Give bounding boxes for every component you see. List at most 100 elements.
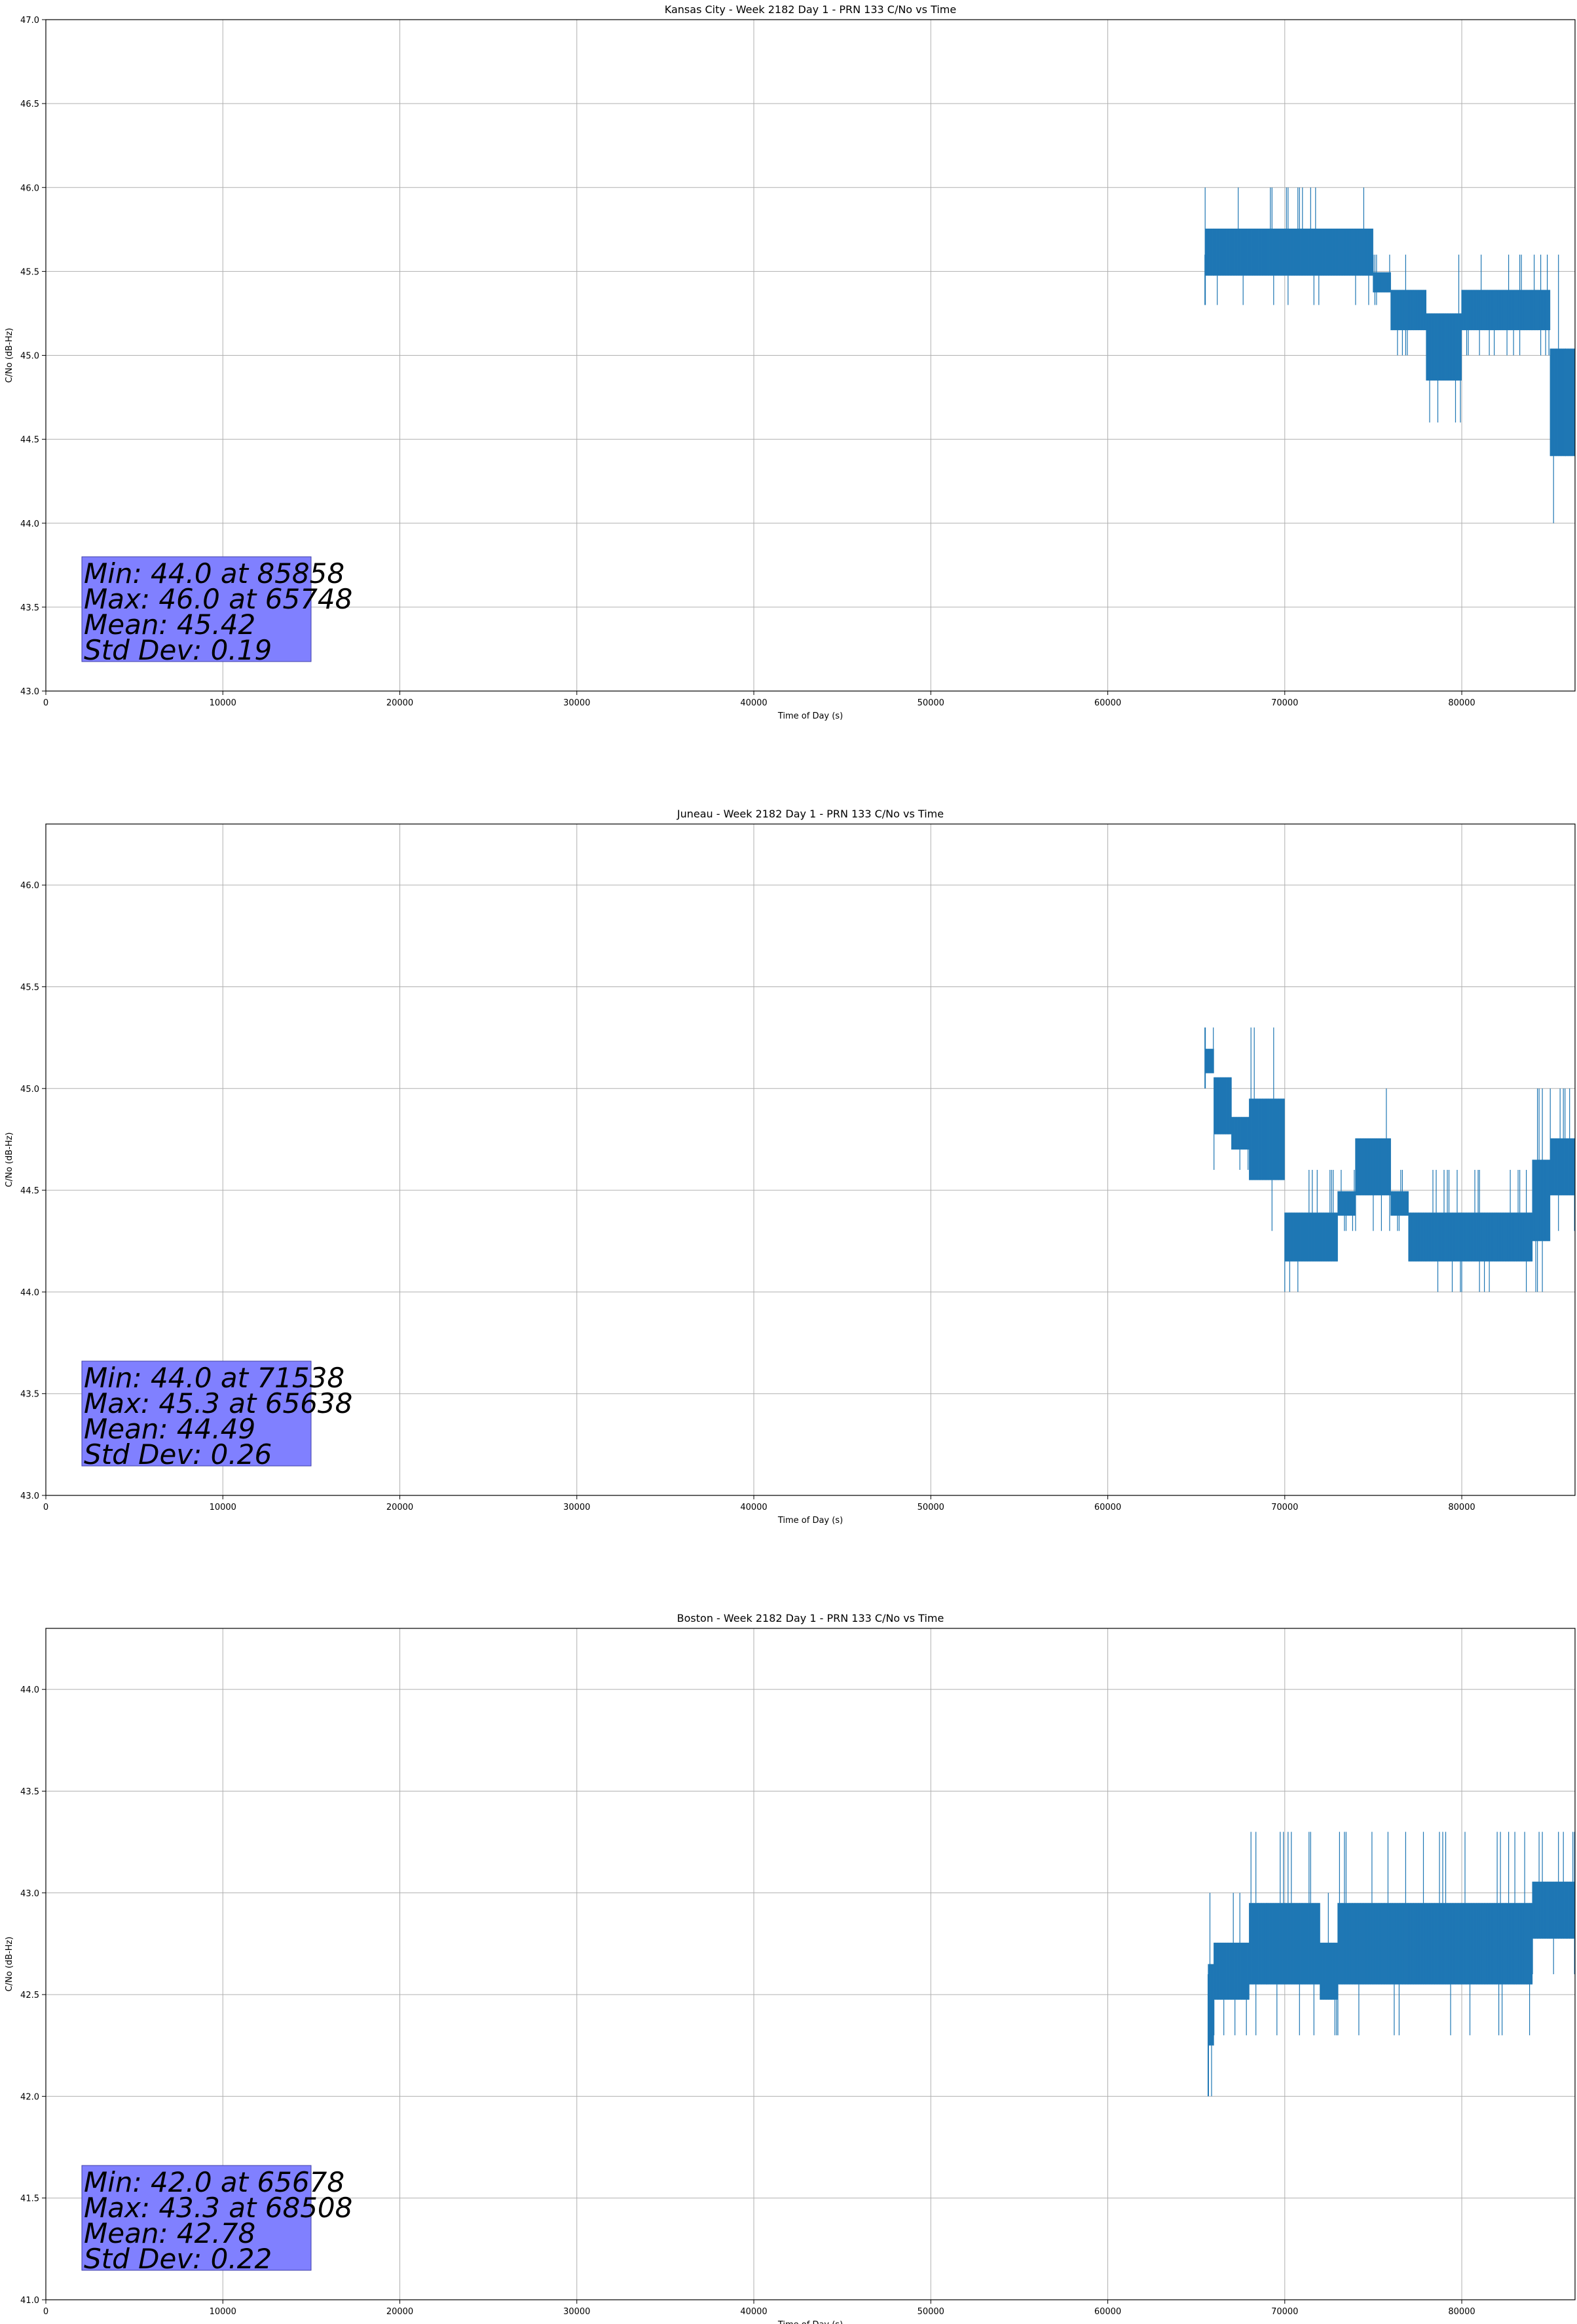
series-line (1204, 187, 1575, 523)
series-spikes (1549, 1831, 1567, 1974)
series-spikes (1267, 1027, 1284, 1231)
y-tick-label: 41.5 (20, 2194, 39, 2204)
x-tick-label: 30000 (563, 2307, 590, 2317)
series-spikes (1567, 1088, 1575, 1231)
series-spikes (1320, 1892, 1337, 2036)
x-tick-label: 10000 (210, 2307, 236, 2317)
y-tick-label: 41.0 (20, 2296, 39, 2306)
series-spikes (1549, 254, 1566, 523)
series-spikes (1532, 1088, 1549, 1292)
series-spikes (1284, 1831, 1302, 2036)
x-tick-label: 20000 (386, 698, 413, 708)
series-spikes (1461, 1831, 1479, 2036)
x-tick-label: 0 (43, 1503, 48, 1512)
chart-panel-2: Juneau - Week 2182 Day 1 - PRN 133 C/No … (5, 808, 1576, 1526)
series-spikes (1426, 1170, 1443, 1292)
x-tick-label: 70000 (1271, 1503, 1298, 1512)
y-tick-label: 42.0 (20, 2092, 39, 2102)
series-spikes (1302, 187, 1320, 305)
series-spikes (1267, 187, 1284, 305)
x-tick-label: 80000 (1448, 698, 1475, 708)
x-tick-label: 10000 (210, 1503, 236, 1512)
x-tick-label: 50000 (918, 1503, 944, 1512)
series-spikes (1284, 187, 1302, 305)
x-axis-label: Time of Day (s) (777, 1516, 843, 1526)
series-spikes (1443, 1831, 1461, 2036)
y-tick-label: 43.0 (20, 1889, 39, 1899)
series-spikes (1390, 1170, 1408, 1231)
series-spikes (1532, 1831, 1549, 1974)
series-spikes (1355, 1831, 1373, 2036)
series-spikes (1373, 1831, 1390, 1985)
x-tick-label: 60000 (1094, 698, 1121, 708)
stats-line: Mean: 44.49 (84, 1413, 255, 1445)
series-spikes (1214, 1077, 1231, 1170)
x-tick-label: 0 (43, 698, 48, 708)
stats-box (81, 556, 312, 662)
series-spikes (1408, 1212, 1426, 1262)
series-spikes (1514, 1170, 1532, 1292)
stats-line: Mean: 42.78 (84, 2217, 255, 2249)
stats-box (81, 1360, 312, 1467)
series-spikes (1337, 1831, 1355, 2036)
series-spikes (1443, 254, 1461, 422)
series-spikes (1337, 229, 1355, 276)
y-tick-label: 43.5 (20, 1787, 39, 1797)
y-tick-label: 45.5 (20, 267, 39, 277)
y-tick-label: 42.5 (20, 1991, 39, 2000)
plot-frame (45, 823, 1576, 1496)
series-line (1207, 1831, 1575, 2097)
y-axis-label: C/No (dB-Hz) (5, 1937, 14, 1992)
stats-line: Max: 45.3 at 65638 (84, 1387, 352, 1419)
series-spikes (1461, 290, 1479, 356)
series-spikes (1204, 187, 1214, 276)
chart-title: Kansas City - Week 2182 Day 1 - PRN 133 … (665, 3, 956, 16)
stats-line: Max: 46.0 at 65748 (84, 583, 352, 615)
x-tick-label: 20000 (386, 2307, 413, 2317)
y-tick-label: 45.0 (20, 1085, 39, 1095)
x-tick-label: 0 (43, 2307, 48, 2317)
stats-line: Std Dev: 0.22 (84, 2243, 272, 2275)
x-tick-label: 80000 (1448, 1503, 1475, 1512)
y-tick-label: 47.0 (20, 16, 39, 26)
series-spikes (1373, 254, 1390, 305)
y-tick-label: 43.5 (20, 603, 39, 613)
series-spikes (1408, 290, 1426, 331)
series-spikes (1249, 1027, 1267, 1180)
y-tick-label: 46.0 (20, 881, 39, 891)
y-tick-label: 44.5 (20, 1186, 39, 1196)
series-spikes (1302, 1170, 1320, 1262)
y-tick-label: 45.0 (20, 352, 39, 362)
chart-title: Boston - Week 2182 Day 1 - PRN 133 C/No … (677, 1612, 944, 1624)
stats-line: Min: 42.0 at 65678 (84, 2166, 344, 2198)
plot-frame (45, 1628, 1576, 2300)
y-tick-label: 43.0 (20, 687, 39, 697)
series-spikes (1496, 1170, 1514, 1262)
series-spikes (1355, 187, 1373, 305)
stats-line: Mean: 45.42 (84, 609, 255, 641)
x-tick-label: 60000 (1094, 2307, 1121, 2317)
series-spikes (1267, 1831, 1284, 2036)
chart-panel-3: Boston - Week 2182 Day 1 - PRN 133 C/No … (5, 1612, 1576, 2324)
x-tick-label: 70000 (1271, 698, 1298, 708)
y-tick-label: 46.5 (20, 100, 39, 109)
series-spikes (1337, 1170, 1355, 1231)
y-tick-label: 46.0 (20, 183, 39, 193)
series-spikes (1514, 1831, 1532, 2036)
stats-box (81, 2165, 312, 2271)
y-tick-label: 45.5 (20, 983, 39, 992)
series-spikes (1408, 1831, 1426, 1985)
y-tick-label: 44.5 (20, 436, 39, 445)
x-tick-label: 50000 (918, 2307, 944, 2317)
y-axis-label: C/No (dB-Hz) (5, 1133, 14, 1188)
stats-line: Min: 44.0 at 85858 (84, 557, 344, 590)
series-spikes (1514, 254, 1532, 356)
y-tick-label: 44.0 (20, 1288, 39, 1298)
series-spikes (1426, 1831, 1443, 1985)
series-spikes (1479, 1170, 1496, 1292)
series-spikes (1479, 1903, 1496, 1985)
plot-frame (45, 19, 1576, 692)
series-spikes (1567, 1831, 1575, 1974)
series-spikes (1320, 1170, 1337, 1262)
